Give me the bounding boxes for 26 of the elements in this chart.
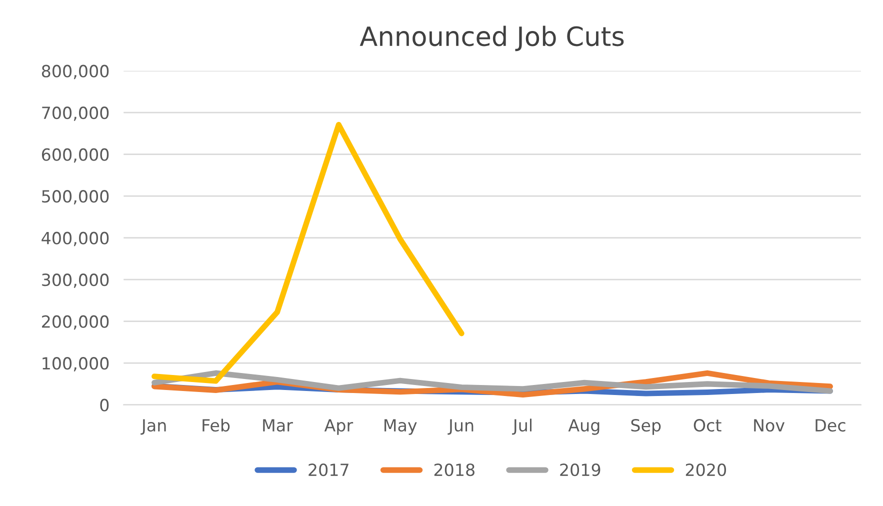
y-tick-label: 300,000 [42, 274, 109, 288]
x-tick-label: Mar [263, 419, 293, 432]
y-tick-label: 800,000 [42, 64, 109, 80]
y-tick-label: 500,000 [42, 190, 109, 204]
y-tick-label: 200,000 [42, 315, 109, 330]
chart-title: Announced Job Cuts [360, 26, 624, 52]
legend-label: 2019 [560, 464, 600, 476]
legend-label: 2018 [434, 464, 474, 476]
x-tick-label: Dec [816, 419, 846, 432]
y-tick-label: 400,000 [42, 232, 109, 246]
y-tick-label: 700,000 [42, 106, 109, 121]
y-tick-label: 0 [100, 398, 109, 412]
x-tick-label: Jul [512, 418, 532, 435]
x-tick-label: Aug [568, 419, 600, 435]
legend-label: 2020 [686, 464, 726, 476]
x-tick-label: Apr [324, 419, 354, 435]
x-tick-label: Nov [754, 419, 785, 432]
legend-label: 2017 [308, 464, 348, 476]
y-tick-label: 600,000 [42, 148, 109, 163]
x-tick-label: May [384, 419, 417, 435]
x-tick-label: Jan [140, 419, 166, 435]
x-tick-label: Jun [448, 419, 474, 435]
x-tick-label: Sep [631, 418, 661, 435]
x-tick-label: Oct [694, 418, 722, 432]
y-tick-label: 100,000 [42, 357, 109, 372]
x-tick-label: Feb [202, 418, 230, 432]
